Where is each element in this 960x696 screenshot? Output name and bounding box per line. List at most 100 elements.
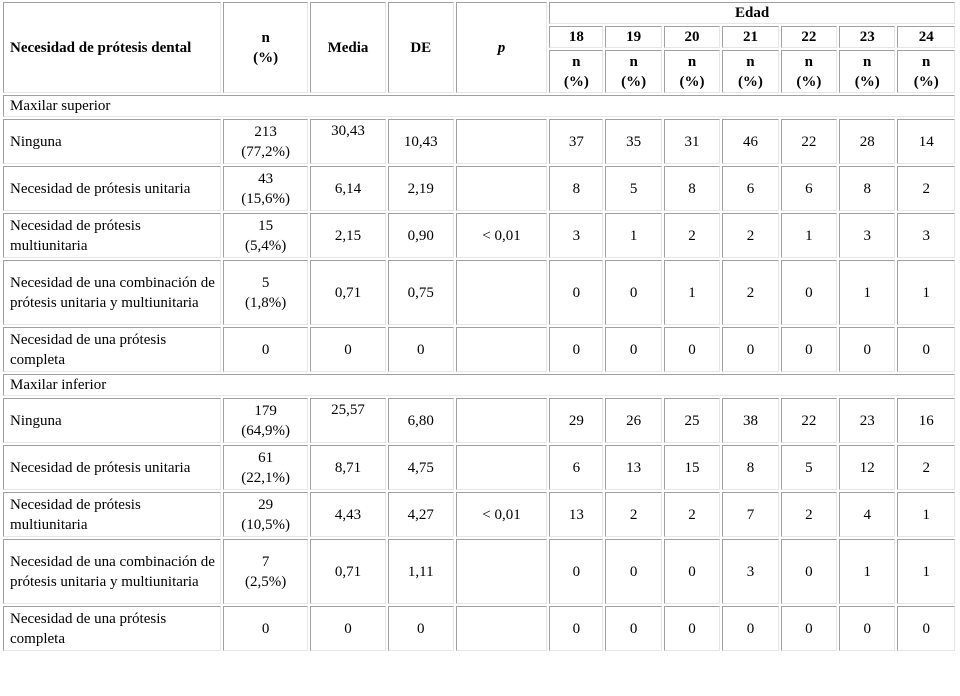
cell-age-count: 13 — [605, 445, 662, 490]
cell-p — [455, 539, 548, 604]
cell-age-count: 0 — [722, 327, 779, 372]
row-label: Ninguna — [3, 398, 222, 443]
table-row: Necesidad de una combinación de prótesis… — [3, 539, 955, 604]
cell-age-count: 6 — [722, 166, 779, 211]
cell-age-count: 3 — [839, 213, 896, 258]
cell-age-count: 22 — [780, 398, 838, 443]
cell-age-count: 35 — [605, 119, 662, 164]
cell-de: 4,27 — [387, 492, 454, 537]
cell-age-count: 3 — [549, 213, 604, 258]
cell-age-count: 37 — [549, 119, 604, 164]
cell-age-count: 1 — [897, 260, 955, 325]
cell-age-count: 2 — [722, 213, 779, 258]
cell-de: 4,75 — [387, 445, 454, 490]
cell-age-count: 2 — [722, 260, 779, 325]
table-row: Necesidad de prótesis unitaria 43 (15,6%) 6… — [3, 166, 955, 211]
row-label: Necesidad de una prótesis completa — [3, 606, 222, 651]
cell-age-count: 0 — [549, 606, 604, 651]
cell-age-count: 0 — [780, 260, 838, 325]
age-subheader: n (%) — [897, 50, 955, 93]
cell-age-count: 0 — [549, 539, 604, 604]
age-header-20: 20 — [663, 26, 721, 48]
row-label: Necesidad de una combinación de prótesis… — [3, 260, 222, 325]
cell-age-count: 0 — [605, 606, 662, 651]
age-header-23: 23 — [839, 26, 896, 48]
cell-de: 2,19 — [387, 166, 454, 211]
cell-age-count: 0 — [605, 539, 662, 604]
cell-age-count: 31 — [663, 119, 721, 164]
cell-media: 25,57 — [310, 398, 386, 443]
cell-n: 61 (22,1%) — [223, 445, 309, 490]
cell-age-count: 8 — [839, 166, 896, 211]
section-title: Maxilar superior — [3, 95, 955, 117]
table-row: Ninguna 213 (77,2%) 30,43 10,43 37 35 31 46 22 28 1… — [3, 119, 955, 164]
cell-age-count: 3 — [897, 213, 955, 258]
row-label: Necesidad de una combinación de prótesis… — [3, 539, 222, 604]
cell-age-count: 2 — [605, 492, 662, 537]
age-header-21: 21 — [722, 26, 779, 48]
cell-age-count: 8 — [663, 166, 721, 211]
cell-n: 15 (5,4%) — [223, 213, 309, 258]
cell-age-count: 14 — [897, 119, 955, 164]
cell-n: 7 (2,5%) — [223, 539, 309, 604]
cell-age-count: 12 — [839, 445, 896, 490]
cell-age-count: 1 — [839, 260, 896, 325]
age-subheader: n (%) — [605, 50, 662, 93]
cell-age-count: 0 — [722, 606, 779, 651]
cell-age-count: 2 — [897, 445, 955, 490]
cell-age-count: 2 — [663, 492, 721, 537]
cell-de: 0 — [387, 327, 454, 372]
cell-age-count: 38 — [722, 398, 779, 443]
cell-p — [455, 260, 548, 325]
cell-p: < 0,01 — [455, 213, 548, 258]
cell-age-count: 28 — [839, 119, 896, 164]
cell-age-count: 13 — [549, 492, 604, 537]
cell-p — [455, 445, 548, 490]
cell-n: 43 (15,6%) — [223, 166, 309, 211]
cell-age-count: 7 — [722, 492, 779, 537]
table-row: Necesidad de prótesis unitaria 61 (22,1%) 8… — [3, 445, 955, 490]
age-subheader: n (%) — [780, 50, 838, 93]
cell-media: 8,71 — [310, 445, 386, 490]
cell-de: 6,80 — [387, 398, 454, 443]
cell-age-count: 5 — [780, 445, 838, 490]
cell-age-count: 0 — [549, 260, 604, 325]
cell-n: 213 (77,2%) — [223, 119, 309, 164]
cell-de: 0 — [387, 606, 454, 651]
age-subheader: n (%) — [549, 50, 604, 93]
section-title: Maxilar inferior — [3, 374, 955, 396]
age-subheader: n (%) — [663, 50, 721, 93]
age-header-18: 18 — [549, 26, 604, 48]
cell-age-count: 0 — [605, 260, 662, 325]
cell-age-count: 1 — [897, 539, 955, 604]
cell-age-count: 5 — [605, 166, 662, 211]
cell-age-count: 0 — [663, 606, 721, 651]
cell-age-count: 1 — [897, 492, 955, 537]
cell-de: 10,43 — [387, 119, 454, 164]
cell-age-count: 0 — [780, 606, 838, 651]
row-label: Necesidad de prótesis multiunitaria — [3, 213, 222, 258]
cell-media: 0,71 — [310, 539, 386, 604]
header-n: n (%) — [223, 2, 309, 93]
cell-age-count: 0 — [839, 327, 896, 372]
cell-age-count: 1 — [839, 539, 896, 604]
cell-age-count: 2 — [663, 213, 721, 258]
cell-media: 30,43 — [310, 119, 386, 164]
table-row: Necesidad de una combinación de prótesis… — [3, 260, 955, 325]
cell-age-count: 6 — [780, 166, 838, 211]
table-row: Necesidad de una prótesis completa 0 0 0 0 0 0… — [3, 606, 955, 651]
cell-age-count: 0 — [897, 606, 955, 651]
cell-age-count: 0 — [549, 327, 604, 372]
cell-age-count: 16 — [897, 398, 955, 443]
age-subheader: n (%) — [722, 50, 779, 93]
cell-age-count: 0 — [897, 327, 955, 372]
table-row: Ninguna 179 (64,9%) 25,57 6,80 29 26 25 38 22 23 16 — [3, 398, 955, 443]
cell-age-count: 0 — [839, 606, 896, 651]
cell-n: 179 (64,9%) — [223, 398, 309, 443]
cell-media: 0 — [310, 606, 386, 651]
age-header-24: 24 — [897, 26, 955, 48]
cell-age-count: 1 — [663, 260, 721, 325]
cell-age-count: 2 — [780, 492, 838, 537]
cell-age-count: 15 — [663, 445, 721, 490]
row-label: Necesidad de prótesis unitaria — [3, 445, 222, 490]
